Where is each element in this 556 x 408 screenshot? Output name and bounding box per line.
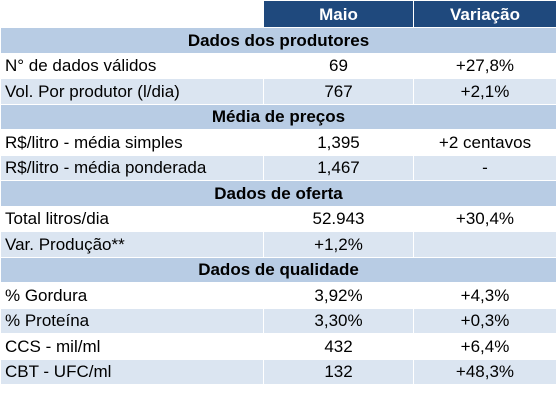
row-variacao-value: +30,4% (413, 205, 556, 232)
row-label: CBT - UFC/ml (0, 358, 264, 385)
row-variacao-value: +2 centavos (413, 129, 556, 156)
row-variacao-value: - (413, 154, 556, 181)
row-maio-value: 52.943 (263, 205, 414, 232)
header-blank-cell (0, 0, 264, 28)
table-row: Vol. Por produtor (l/dia) 767 +2,1% (0, 78, 556, 105)
row-maio-value: 3,92% (263, 282, 414, 309)
row-maio-value: 132 (263, 358, 414, 385)
row-label: N° de dados válidos (0, 52, 264, 79)
section-row-produtores: Dados dos produtores (0, 27, 556, 54)
row-variacao-value: +0,3% (413, 307, 556, 334)
table-row: R$/litro - média simples 1,395 +2 centav… (0, 129, 556, 156)
header-maio: Maio (263, 0, 414, 28)
table-row: CBT - UFC/ml 132 +48,3% (0, 358, 556, 385)
section-title: Dados de qualidade (0, 256, 556, 283)
table-row: % Gordura 3,92% +4,3% (0, 282, 556, 309)
row-maio-value: 1,467 (263, 154, 414, 181)
header-row: Maio Variação (0, 0, 556, 28)
header-variacao: Variação (413, 0, 556, 28)
row-maio-value: 432 (263, 333, 414, 360)
table-row: N° de dados válidos 69 +27,8% (0, 52, 556, 79)
table-row: Total litros/dia 52.943 +30,4% (0, 205, 556, 232)
row-label: R$/litro - média simples (0, 129, 264, 156)
row-label: % Gordura (0, 282, 264, 309)
row-label: % Proteína (0, 307, 264, 334)
section-row-oferta: Dados de oferta (0, 180, 556, 207)
row-label: Total litros/dia (0, 205, 264, 232)
section-row-qualidade: Dados de qualidade (0, 256, 556, 283)
row-maio-value: 69 (263, 52, 414, 79)
table-row: R$/litro - média ponderada 1,467 - (0, 154, 556, 181)
row-label: CCS - mil/ml (0, 333, 264, 360)
row-maio-value: 767 (263, 78, 414, 105)
table-row: CCS - mil/ml 432 +6,4% (0, 333, 556, 360)
row-label: Vol. Por produtor (l/dia) (0, 78, 264, 105)
row-variacao-value: +2,1% (413, 78, 556, 105)
row-label: Var. Produção** (0, 231, 264, 258)
section-row-precos: Média de preços (0, 103, 556, 130)
section-title: Dados de oferta (0, 180, 556, 207)
summary-table: Maio Variação Dados dos produtores N° de… (0, 0, 556, 385)
table-row: % Proteína 3,30% +0,3% (0, 307, 556, 334)
row-variacao-value (413, 231, 556, 258)
row-label: R$/litro - média ponderada (0, 154, 264, 181)
row-variacao-value: +4,3% (413, 282, 556, 309)
section-title: Dados dos produtores (0, 27, 556, 54)
table-row: Var. Produção** +1,2% (0, 231, 556, 258)
row-maio-value: 1,395 (263, 129, 414, 156)
row-variacao-value: +48,3% (413, 358, 556, 385)
row-maio-value: 3,30% (263, 307, 414, 334)
section-title: Média de preços (0, 103, 556, 130)
row-variacao-value: +6,4% (413, 333, 556, 360)
row-maio-value: +1,2% (263, 231, 414, 258)
row-variacao-value: +27,8% (413, 52, 556, 79)
